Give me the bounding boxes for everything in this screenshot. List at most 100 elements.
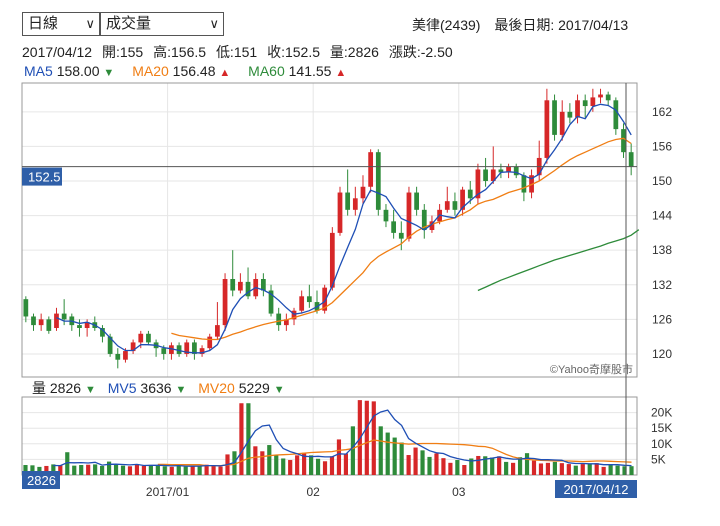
volume-bar: [350, 426, 355, 475]
candle-body: [54, 313, 59, 328]
indicator-select-value: 成交量: [106, 15, 152, 32]
legend-ma60: MA60 141.55 ▲: [248, 63, 346, 79]
candle-body: [283, 319, 289, 326]
volume-bar: [315, 458, 321, 475]
candle-body: [245, 281, 251, 297]
volume-bar: [524, 453, 530, 475]
volume-bar: [204, 464, 209, 475]
ma-lines: [56, 103, 640, 354]
volume-bar: [100, 465, 105, 475]
volume-bar: [288, 460, 293, 475]
period-select[interactable]: 日線 ∨: [22, 12, 100, 36]
volume-tick-label: 20K: [651, 406, 672, 420]
cursor-date-value: 2017/04/12: [563, 482, 628, 497]
legend-ma20-label: MA20: [132, 63, 169, 79]
volume-bar: [441, 458, 446, 475]
volume-bar: [120, 465, 126, 475]
legend-ma5-value: 158.00: [56, 63, 100, 79]
mv20-line: [157, 439, 632, 467]
stock-title: 美律(2439) 最後日期: 2017/04/13: [412, 15, 638, 35]
candle-body: [115, 353, 121, 360]
legend-mv20: MV20 5229 ▼: [198, 380, 284, 396]
volume-bar: [559, 463, 564, 475]
volume-bar: [51, 464, 56, 475]
candle-body: [222, 279, 228, 326]
candle-body: [207, 336, 213, 349]
price-grid: [22, 83, 637, 377]
cursor-volume-value: 2826: [27, 473, 56, 488]
candle-body: [46, 319, 52, 331]
candle-body: [513, 166, 519, 176]
chevron-down-icon: ∨: [209, 16, 219, 31]
volume-bar: [260, 451, 265, 475]
volume-ma-lines: [53, 409, 632, 467]
candle-body: [84, 322, 90, 328]
volume-bar: [427, 456, 432, 475]
candle-body: [368, 152, 374, 187]
volume-bar: [420, 450, 425, 475]
volume-bar: [615, 465, 620, 475]
price-tick-label: 162: [652, 105, 672, 119]
candle-body: [146, 333, 151, 343]
legend-mv5-value: 3636: [140, 380, 172, 396]
volume-bar: [490, 457, 495, 475]
legend-ma20-value: 156.48: [172, 63, 216, 79]
volume-bar: [364, 400, 369, 475]
quote-volume: 量:2826: [329, 44, 379, 60]
volume-tick-label: 5K: [651, 452, 666, 466]
candle-body: [452, 201, 458, 210]
volume-bar: [113, 465, 119, 475]
volume-bar: [552, 461, 557, 475]
price-tick-label: 144: [652, 209, 672, 223]
candle-body: [521, 175, 527, 193]
volume-bar: [399, 442, 404, 475]
price-panel-frame: [21, 82, 638, 378]
volume-bar: [511, 462, 516, 475]
candle-body: [31, 316, 36, 326]
candle-body: [575, 100, 580, 118]
candle-body: [498, 169, 504, 173]
volume-bar: [190, 465, 195, 475]
ma-legend: MA5 158.00 ▼ MA20 156.48 ▲ MA60 141.55 ▲: [24, 63, 360, 79]
candle-body: [444, 201, 450, 210]
stock-name: 美律(2439): [412, 17, 481, 33]
candle-body: [123, 351, 128, 360]
volume-bar: [594, 463, 599, 475]
candle-body: [552, 100, 557, 135]
candle-body: [345, 192, 351, 210]
volume-bar: [622, 466, 627, 475]
date-axis: 2017/01 02 03: [146, 485, 466, 499]
volume-bar: [448, 462, 453, 475]
candle-body: [582, 100, 588, 107]
volume-bar: [218, 466, 223, 475]
volume-bar: [134, 464, 140, 475]
volume-bar: [545, 462, 551, 475]
candle-body: [590, 97, 596, 107]
ma60-line: [477, 229, 640, 292]
watermark: ©Yahoo奇摩股市: [550, 362, 633, 376]
indicator-select[interactable]: 成交量 ∨: [100, 12, 224, 36]
candle-body: [391, 221, 397, 233]
volume-tick-label: 10K: [651, 437, 672, 451]
cursor-price-value: 152.5: [28, 170, 61, 185]
legend-ma20: MA20 156.48 ▲: [132, 63, 230, 79]
volume-legend: 量 2826 ▼ MV5 3636 ▼ MV20 5229 ▼: [32, 378, 293, 398]
candle-body: [38, 319, 44, 326]
volume-bar: [79, 465, 84, 475]
volume-bar: [371, 401, 376, 475]
volume-bar: [239, 403, 244, 475]
price-tick-label: 138: [652, 243, 672, 257]
cursor-date-label: 2017/04/12: [555, 480, 637, 498]
volume-bar: [246, 403, 251, 475]
candle-body: [77, 325, 82, 328]
candle-body: [100, 328, 105, 337]
candle-body: [567, 111, 573, 118]
up-arrow-icon: ▲: [219, 67, 231, 79]
ma20-line: [171, 137, 632, 341]
volume-bar: [455, 460, 460, 475]
candle-body: [383, 209, 389, 222]
candle-body: [23, 299, 29, 317]
candle-body: [138, 333, 144, 343]
down-arrow-icon: ▼: [175, 384, 187, 396]
